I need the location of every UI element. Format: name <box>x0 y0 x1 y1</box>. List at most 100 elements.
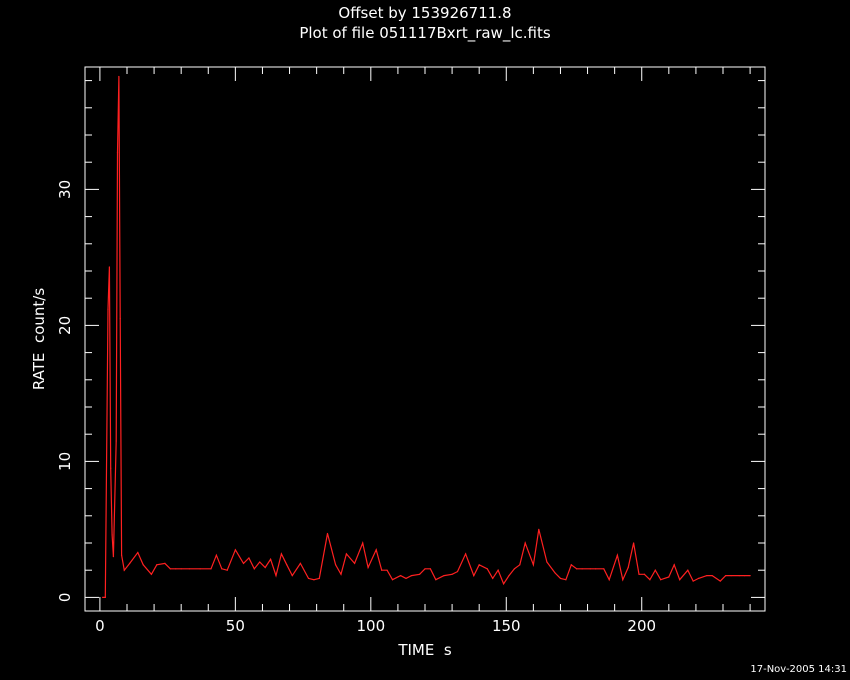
data-point <box>576 568 578 570</box>
data-point <box>643 573 646 575</box>
data-point <box>565 579 567 581</box>
data-point <box>443 575 445 577</box>
data-point <box>405 577 407 579</box>
data-point <box>164 562 166 565</box>
data-point <box>340 573 342 575</box>
data-point <box>242 562 245 565</box>
data-point <box>749 575 751 577</box>
data-point <box>570 564 572 566</box>
data-point <box>719 580 721 582</box>
data-point <box>381 569 383 571</box>
chart-title: Offset by 153926711.8 <box>338 4 511 22</box>
data-point <box>150 573 152 575</box>
data-point <box>118 75 120 78</box>
data-point <box>478 564 480 566</box>
plot-frame <box>84 66 766 612</box>
data-point <box>532 564 534 566</box>
data-point <box>226 569 228 571</box>
data-point <box>156 564 158 566</box>
data-point <box>123 569 125 571</box>
data-point <box>169 568 171 570</box>
data-point <box>660 579 662 581</box>
data-point <box>616 554 618 556</box>
data-point <box>581 568 583 570</box>
data-point <box>318 577 320 579</box>
data-point <box>492 577 494 579</box>
data-point <box>269 558 272 560</box>
data-point <box>115 440 117 442</box>
data-point <box>589 568 591 570</box>
data-point <box>280 553 283 555</box>
data-point <box>692 580 694 582</box>
data-point <box>603 568 605 570</box>
data-point <box>386 569 388 571</box>
data-point <box>559 577 562 579</box>
data-point <box>291 575 293 577</box>
data-point <box>502 583 505 585</box>
data-point <box>595 568 597 570</box>
data-point <box>137 551 139 554</box>
data-point <box>110 467 112 469</box>
data-point <box>649 579 651 581</box>
data-point <box>345 553 348 555</box>
data-point <box>451 573 453 575</box>
data-point <box>248 557 250 559</box>
data-point <box>362 542 364 544</box>
y-tick-label: 0 <box>56 593 74 603</box>
x-tick-label: 100 <box>356 617 385 635</box>
data-point <box>679 579 681 581</box>
data-point <box>508 575 510 577</box>
data-point <box>188 568 190 570</box>
data-point <box>180 568 182 570</box>
data-point <box>112 556 115 558</box>
data-point <box>275 575 277 577</box>
data-point <box>473 575 475 577</box>
data-point <box>608 579 610 581</box>
data-point <box>104 596 106 599</box>
data-point <box>687 569 689 571</box>
series-line <box>102 76 751 599</box>
x-tick-label: 200 <box>627 617 656 635</box>
data-point <box>554 572 556 574</box>
data-point <box>486 568 488 570</box>
x-tick-label: 0 <box>95 617 105 635</box>
y-axis-label: RATE count/s <box>30 288 48 390</box>
data-point <box>199 568 201 570</box>
data-point <box>286 564 288 566</box>
data-point <box>400 575 402 577</box>
data-point <box>497 569 499 571</box>
data-point <box>465 553 467 555</box>
data-point <box>410 575 413 577</box>
footer-timestamp: 17-Nov-2005 14:31 <box>750 664 847 675</box>
data-point <box>215 554 217 556</box>
data-point <box>744 575 746 577</box>
data-point <box>622 579 624 581</box>
data-point <box>638 573 640 575</box>
data-point <box>221 568 223 570</box>
y-tick-label: 30 <box>56 180 74 199</box>
data-point <box>538 528 540 531</box>
data-point <box>264 566 266 569</box>
data-point <box>391 579 394 581</box>
data-point <box>546 561 548 563</box>
data-point <box>418 573 421 575</box>
data-point <box>424 568 426 570</box>
data-point <box>299 562 301 565</box>
axis-tick-labels: 0 50 100 150 200 0 10 20 30 <box>56 180 656 635</box>
data-point <box>627 566 629 569</box>
data-point <box>108 266 110 268</box>
data-point <box>524 542 526 544</box>
data-point <box>375 549 377 551</box>
data-point <box>175 568 177 570</box>
data-point <box>116 152 119 154</box>
x-axis-label: TIME s <box>397 641 452 659</box>
data-series <box>102 75 751 599</box>
data-point <box>668 576 670 578</box>
data-point <box>234 549 236 551</box>
x-tick-label: 50 <box>226 617 245 635</box>
data-point <box>326 532 329 535</box>
data-point <box>210 568 212 570</box>
data-point <box>129 562 131 565</box>
data-point <box>513 568 516 570</box>
data-point <box>654 569 656 571</box>
